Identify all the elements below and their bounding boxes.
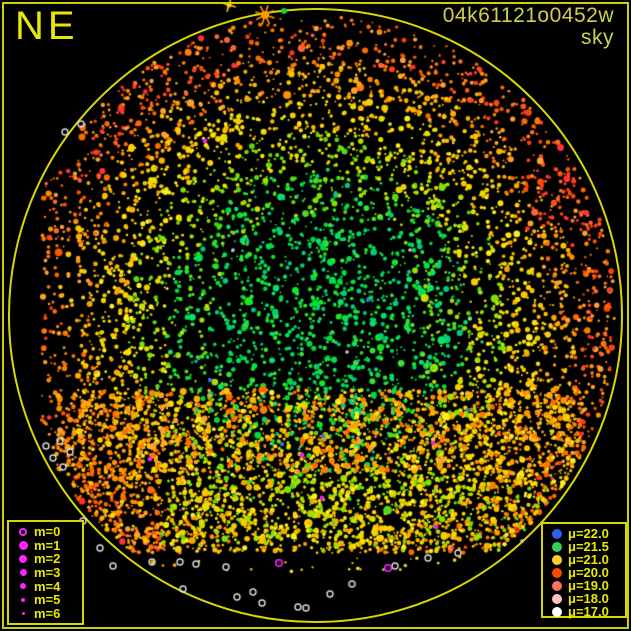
legend-label: μ=22.0 — [568, 526, 609, 541]
legend-label: m=0 — [34, 524, 61, 540]
field-id-label: 04k61121o0452w — [442, 4, 614, 27]
legend-row: m=5 — [12, 593, 79, 606]
mu-color-swatch — [552, 528, 562, 539]
marker-cell — [12, 611, 34, 615]
legend-row: μ=22.0 — [546, 527, 622, 540]
magenta-dot-icon — [18, 540, 28, 550]
legend-label: m=6 — [34, 605, 61, 621]
legend-label: μ=21.0 — [568, 552, 609, 567]
marker-cell — [12, 597, 34, 602]
proper-motion-legend: m=0 m=1 m=2 m=3 m=4 m=5 m=6 — [7, 520, 84, 625]
legend-row: μ=19.0 — [546, 579, 622, 592]
mu-color-swatch — [552, 606, 562, 617]
mu-color-swatch — [552, 580, 562, 591]
marker-cell — [12, 540, 34, 550]
magenta-dot-icon — [19, 554, 27, 563]
marker-cell — [546, 567, 568, 578]
legend-row: m=4 — [12, 580, 79, 593]
marker-cell — [546, 580, 568, 591]
magenta-dot-icon — [20, 583, 26, 590]
legend-row: μ=21.5 — [546, 540, 622, 553]
mu-color-swatch — [552, 567, 562, 578]
legend-label: m=3 — [34, 564, 61, 580]
legend-label: m=2 — [34, 551, 61, 567]
legend-row: m=2 — [12, 552, 79, 565]
legend-row: μ=20.0 — [546, 566, 622, 579]
orientation-label: NE — [15, 4, 79, 48]
legend-row: m=3 — [12, 566, 79, 579]
magenta-dot-icon — [21, 597, 25, 602]
legend-label: μ=18.0 — [568, 591, 609, 606]
legend-label: μ=19.0 — [568, 578, 609, 593]
magenta-dot-icon — [19, 568, 27, 576]
mu-color-swatch — [552, 593, 562, 604]
legend-row: μ=17.0 — [546, 605, 622, 618]
mu-color-swatch — [552, 554, 562, 565]
legend-label: m=4 — [34, 578, 61, 594]
magnitude-legend: μ=22.0 μ=21.5 μ=21.0 μ=20.0 μ=19.0 μ=18.… — [541, 522, 627, 618]
legend-row: m=1 — [12, 539, 79, 552]
title-block: 04k61121o0452w sky — [443, 5, 614, 49]
legend-row: m=0 — [12, 525, 79, 538]
legend-label: m=5 — [34, 592, 61, 608]
marker-cell — [12, 583, 34, 590]
mu-color-swatch — [552, 541, 562, 552]
marker-cell — [546, 606, 568, 617]
legend-row: μ=21.0 — [546, 553, 622, 566]
marker-cell — [546, 593, 568, 604]
legend-label: μ=21.5 — [568, 539, 609, 554]
legend-label: m=1 — [34, 537, 61, 553]
marker-cell — [12, 527, 34, 536]
marker-cell — [12, 554, 34, 563]
legend-row: μ=18.0 — [546, 592, 622, 605]
magenta-ring-icon — [19, 527, 27, 536]
magenta-dot-icon — [21, 611, 25, 615]
legend-label: μ=20.0 — [568, 565, 609, 580]
field-type-label: sky — [581, 26, 614, 49]
marker-cell — [546, 528, 568, 539]
marker-cell — [546, 554, 568, 565]
legend-label: μ=17.0 — [568, 604, 609, 619]
marker-cell — [546, 541, 568, 552]
legend-row: m=6 — [12, 607, 79, 620]
marker-cell — [12, 568, 34, 576]
